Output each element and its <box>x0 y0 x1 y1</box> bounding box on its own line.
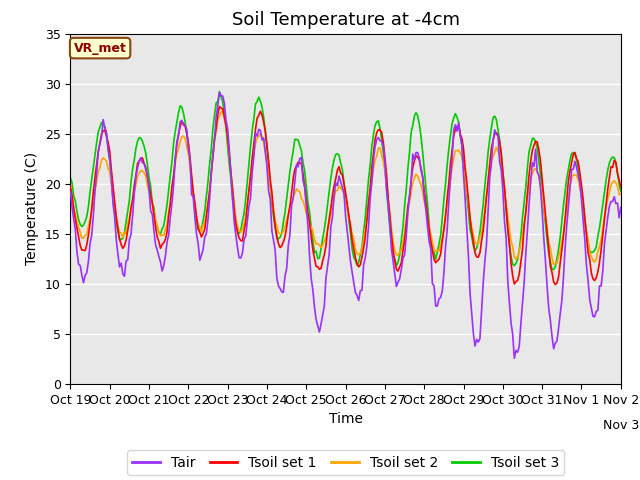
X-axis label: Time: Time <box>328 412 363 426</box>
Title: Soil Temperature at -4cm: Soil Temperature at -4cm <box>232 11 460 29</box>
Legend: Tair, Tsoil set 1, Tsoil set 2, Tsoil set 3: Tair, Tsoil set 1, Tsoil set 2, Tsoil se… <box>127 450 564 475</box>
Text: VR_met: VR_met <box>74 42 127 55</box>
Text: Nov 3: Nov 3 <box>603 419 639 432</box>
Y-axis label: Temperature (C): Temperature (C) <box>25 152 39 265</box>
